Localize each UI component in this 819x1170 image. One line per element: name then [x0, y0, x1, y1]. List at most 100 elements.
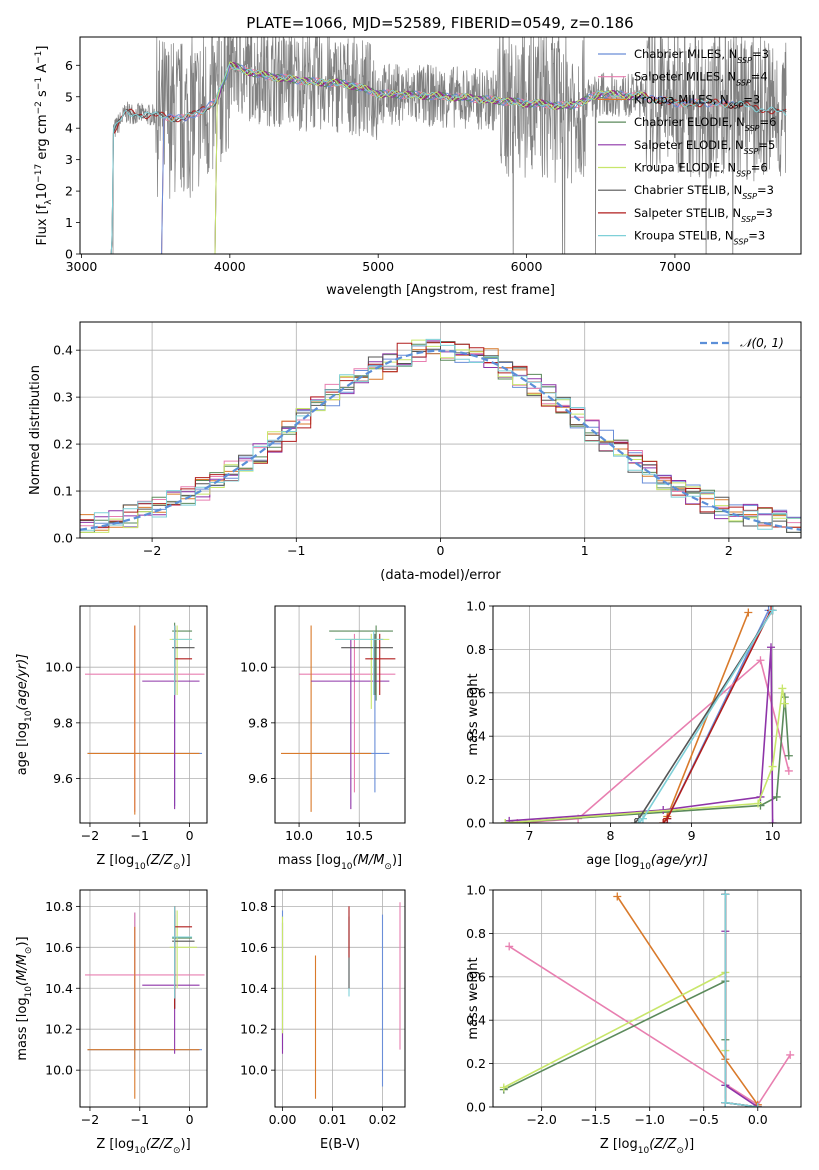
mass_vs_z-xtick-label: −2	[81, 1112, 99, 1127]
spectrum-ylabel-part: 10	[35, 183, 50, 200]
mass_vs_z-xlabel-part: (Z/Z	[146, 1137, 174, 1152]
weight_vs_z-xtick-label: −0.5	[689, 1112, 719, 1127]
legend-label-sub: SSP	[736, 169, 751, 178]
spectrum-xlabel: wavelength [Angstrom, rest frame]	[326, 283, 555, 298]
age_vs_mass-xlabel-part: 10	[341, 862, 353, 872]
legend-label-sub: SSP	[744, 146, 759, 155]
mass_vs_z-ytick-label: 10.0	[45, 1063, 73, 1078]
figure-title: PLATE=1066, MJD=52589, FIBERID=0549, z=0…	[246, 14, 633, 32]
residuals-ytick-label: 0.3	[53, 390, 73, 405]
age_vs_z-axes: −2 −1 0 9.6 9.8 10.0	[45, 606, 207, 843]
legend-label-sub: SSP	[741, 214, 756, 223]
residuals-ytick-label: 0.4	[53, 343, 73, 358]
legend-label-suffix: =3	[743, 92, 760, 106]
legend-label-normal: 𝒩(0, 1)	[740, 336, 784, 350]
weight_vs_z-xtick-label: 0.0	[748, 1112, 768, 1127]
residuals-frame	[79, 321, 802, 539]
residual-hist-kroupa_stelib	[80, 338, 801, 531]
weight_vs_age-marker-salpeter_elodie	[505, 816, 514, 823]
age_vs_z-ylabel-part: (age/yr)]	[15, 654, 30, 711]
age_vs_z-ylabel-part: age [log	[15, 722, 30, 775]
mass_vs_ebv-ytick-label: 10.4	[240, 981, 268, 996]
residuals-ytick-label: 0.0	[53, 531, 73, 546]
weight_vs_z-ytick-label: 0.8	[466, 926, 486, 941]
age_vs_mass-xlabel-part: )]	[392, 853, 402, 868]
weight_vs_age-marker-salpeter_miles	[784, 766, 793, 775]
residual-hist-kroupa_elodie	[80, 339, 801, 533]
legend-label-name: Salpeter STELIB, N	[634, 206, 741, 220]
mass_vs_z-xlabel-part: )]	[181, 1137, 191, 1152]
legend-label-suffix: =3	[756, 206, 773, 220]
weight_vs_age-ytick-label: 0.4	[466, 729, 486, 744]
residuals-xtick-label: 0	[437, 543, 445, 558]
mass_vs_z-ytick-label: 10.8	[45, 899, 73, 914]
weight_vs_z-ytick-label: 0.0	[466, 1100, 486, 1115]
mass_vs_z-plot-area	[84, 906, 205, 1099]
age_vs_mass-frame	[274, 605, 406, 824]
legend-label-sub: SSP	[742, 192, 757, 201]
age_vs_mass-xtick-label: 10.0	[285, 828, 313, 843]
legend-label-sub: SSP	[734, 237, 749, 246]
spectrum-xtick-label: 7000	[659, 259, 691, 274]
weight_vs_z-marker-salpeter_miles	[505, 942, 514, 951]
residuals-xtick-label: 2	[725, 543, 733, 558]
age_vs_mass-xlabel-part: (M/M	[353, 853, 385, 868]
age_vs_mass-ytick-label: 9.8	[248, 715, 268, 730]
legend-label: Chabrier STELIB, NSSP=3	[634, 183, 774, 201]
age_vs_z-frame	[79, 605, 208, 824]
legend-label-sub: SSP	[736, 78, 751, 87]
weight_vs_age-marker-kroupa_elodie	[754, 799, 763, 808]
weight_vs_age-marker-salpeter_elodie	[767, 643, 776, 652]
weight_vs_z-xlabel: Z [log10(Z/Z⊙)]	[600, 1137, 694, 1156]
weight_vs_z-xtick-label: −1.0	[635, 1112, 665, 1127]
mass_vs_ebv-xtick-label: 0.02	[369, 1112, 397, 1127]
age_vs_z-ytick-label: 9.8	[53, 715, 73, 730]
mass_vs_z-ylabel-part: 10	[24, 986, 34, 998]
spectrum-ylabel-part: ]	[35, 46, 50, 51]
legend-label-name: Chabrier STELIB, N	[634, 183, 742, 197]
spectrum-ylabel-part: erg cm	[35, 114, 50, 163]
spectrum-plot-area	[110, 37, 787, 254]
legend-label-suffix: =3	[752, 47, 769, 61]
spectrum-model-kroupa_elodie	[214, 61, 646, 254]
spectrum-axes: 3000 4000 5000 6000 7000 0 1 2 3 4 5 6	[65, 58, 691, 274]
age_vs_z-xlabel-part: (Z/Z	[146, 853, 174, 868]
age_vs_z-xlabel-part: ⊙	[173, 862, 181, 872]
mass_vs_z-xtick-label: −1	[131, 1112, 149, 1127]
mass_vs_z-xlabel-part: Z [log	[96, 1137, 134, 1152]
weight_vs_age-xlabel-part: age [log	[586, 853, 639, 868]
legend-label: Kroupa STELIB, NSSP=3	[634, 229, 765, 247]
mass_vs_z-ytick-label: 10.2	[45, 1022, 73, 1037]
mass_vs_z-xtick-label: 0	[186, 1112, 194, 1127]
age_vs_mass-ytick-label: 10.0	[240, 660, 268, 675]
age_vs_z-xtick-label: 0	[186, 828, 194, 843]
weight_vs_z-marker-kroupa_miles	[613, 892, 622, 901]
weight_vs_z-plot-area	[499, 890, 795, 1107]
residuals-xtick-label: −1	[287, 543, 305, 558]
weight_vs_age-marker-kroupa_stelib	[768, 606, 777, 615]
spectrum-ylabel-part: −2	[34, 101, 44, 114]
mass_vs_z-ylabel-part: (M/M	[15, 954, 30, 986]
spectrum-model-kroupa_stelib	[110, 63, 787, 254]
legend-label: Salpeter STELIB, NSSP=3	[634, 206, 773, 224]
mass_vs_z-frame	[79, 889, 208, 1108]
legend-label: Salpeter MILES, NSSP=4	[634, 70, 768, 88]
weight_vs_z-ylabel: mass weight	[466, 957, 481, 1039]
weight_vs_age-marker-kroupa_elodie	[768, 762, 777, 771]
mass_vs_z-ytick-label: 10.4	[45, 981, 73, 996]
spectrum-frame	[79, 36, 802, 255]
mass_vs_z-ylabel-part: ⊙	[24, 947, 34, 955]
residuals-plot-area	[80, 338, 801, 533]
weight_vs_z-marker-salpeter_miles	[786, 1050, 795, 1059]
mass_vs_ebv-axes: 0.00 0.01 0.02 10.0 10.2 10.4 10.6 10.8	[240, 890, 405, 1127]
weight_vs_z-marker-kroupa_stelib	[721, 1098, 730, 1107]
weight_vs_age-ytick-label: 0.2	[466, 772, 486, 787]
age_vs_mass-axes: 10.0 10.5 9.6 9.8 10.0	[240, 606, 405, 843]
age_vs_mass-xlabel-part: mass [log	[278, 853, 341, 868]
weight_vs_age-marker-kroupa_miles	[744, 608, 753, 617]
legend-label-suffix: =5	[758, 138, 775, 152]
spectrum-ylabel-part: λ	[44, 199, 54, 205]
age_vs_mass-ytick-label: 9.6	[248, 771, 268, 786]
